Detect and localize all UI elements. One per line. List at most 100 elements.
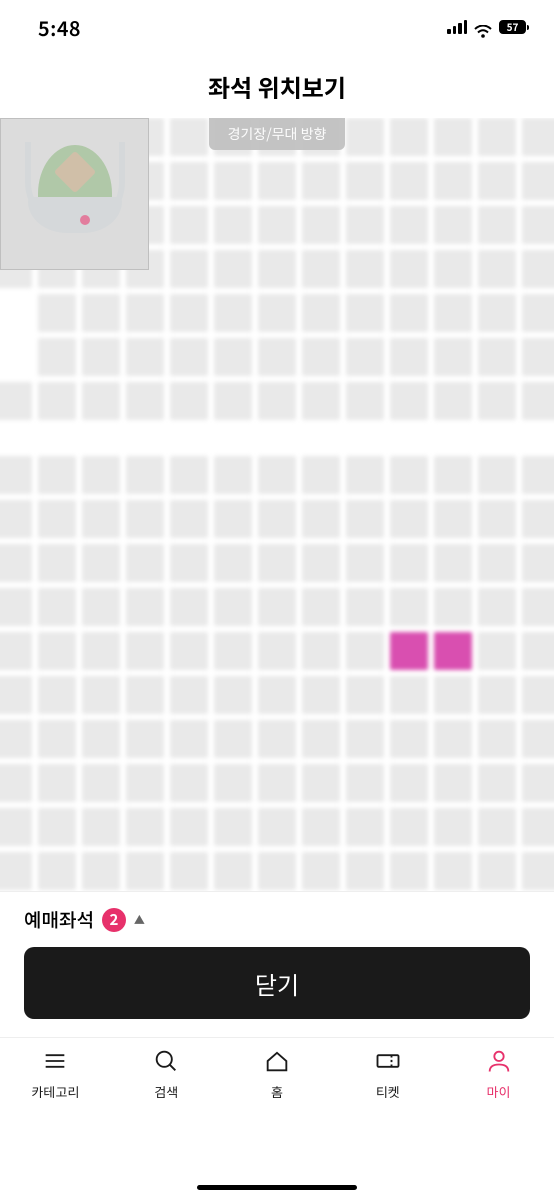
seat[interactable]	[214, 544, 252, 582]
tab-home[interactable]: 홈	[222, 1046, 333, 1137]
seat[interactable]	[522, 206, 554, 244]
seat[interactable]	[258, 500, 296, 538]
seat[interactable]	[390, 544, 428, 582]
seat[interactable]	[82, 588, 120, 626]
seat[interactable]	[302, 500, 340, 538]
seat[interactable]	[0, 294, 32, 332]
seat[interactable]	[170, 250, 208, 288]
seat[interactable]	[390, 162, 428, 200]
seat[interactable]	[258, 456, 296, 494]
seat[interactable]	[38, 588, 76, 626]
seat[interactable]	[0, 338, 32, 376]
seat[interactable]	[126, 588, 164, 626]
seat[interactable]	[170, 676, 208, 714]
seat[interactable]	[170, 720, 208, 758]
seat[interactable]	[38, 720, 76, 758]
seat[interactable]	[214, 294, 252, 332]
seat[interactable]	[82, 382, 120, 420]
seat[interactable]	[258, 544, 296, 582]
seat[interactable]	[478, 250, 516, 288]
seat[interactable]	[478, 382, 516, 420]
seat[interactable]	[82, 808, 120, 846]
seat[interactable]	[478, 808, 516, 846]
seat[interactable]	[346, 544, 384, 582]
seat[interactable]	[214, 676, 252, 714]
seat[interactable]	[478, 162, 516, 200]
seat[interactable]	[434, 676, 472, 714]
seat[interactable]	[478, 338, 516, 376]
seat[interactable]	[170, 500, 208, 538]
seat[interactable]	[302, 382, 340, 420]
seat[interactable]	[214, 720, 252, 758]
seat[interactable]	[390, 294, 428, 332]
seat[interactable]	[126, 382, 164, 420]
seat[interactable]	[346, 118, 384, 156]
seat[interactable]	[478, 294, 516, 332]
seat[interactable]	[214, 632, 252, 670]
seat[interactable]	[126, 632, 164, 670]
seat[interactable]	[258, 764, 296, 802]
seat[interactable]	[0, 588, 32, 626]
seat[interactable]	[434, 206, 472, 244]
seat[interactable]	[38, 852, 76, 890]
seat[interactable]	[434, 162, 472, 200]
seat[interactable]	[346, 456, 384, 494]
seat[interactable]	[434, 338, 472, 376]
seat[interactable]	[38, 294, 76, 332]
seat[interactable]	[346, 632, 384, 670]
seat[interactable]	[258, 294, 296, 332]
seat[interactable]	[302, 162, 340, 200]
seat[interactable]	[390, 588, 428, 626]
seat[interactable]	[0, 808, 32, 846]
seat[interactable]	[0, 720, 32, 758]
seat[interactable]	[170, 632, 208, 670]
seat[interactable]	[302, 294, 340, 332]
seat[interactable]	[0, 676, 32, 714]
seat[interactable]	[170, 118, 208, 156]
seat[interactable]	[302, 632, 340, 670]
seat[interactable]	[214, 162, 252, 200]
seat[interactable]	[346, 162, 384, 200]
seat[interactable]	[126, 720, 164, 758]
seat[interactable]	[434, 764, 472, 802]
seat[interactable]	[434, 720, 472, 758]
seat[interactable]	[346, 852, 384, 890]
seat[interactable]	[522, 118, 554, 156]
seat[interactable]	[522, 544, 554, 582]
seat[interactable]	[0, 500, 32, 538]
seat[interactable]	[82, 632, 120, 670]
seat[interactable]	[38, 676, 76, 714]
seat[interactable]	[390, 250, 428, 288]
seat[interactable]	[170, 162, 208, 200]
seat[interactable]	[82, 500, 120, 538]
seat[interactable]	[390, 456, 428, 494]
seat[interactable]	[214, 338, 252, 376]
seat[interactable]	[38, 764, 76, 802]
seat[interactable]	[478, 206, 516, 244]
minimap[interactable]	[0, 118, 149, 270]
seat[interactable]	[0, 764, 32, 802]
seat[interactable]	[302, 720, 340, 758]
seat[interactable]	[258, 382, 296, 420]
seat[interactable]	[390, 500, 428, 538]
seat[interactable]	[170, 764, 208, 802]
seat[interactable]	[434, 294, 472, 332]
seat[interactable]	[258, 206, 296, 244]
seat[interactable]	[214, 808, 252, 846]
close-button[interactable]: 닫기	[24, 947, 530, 1019]
seat[interactable]	[346, 338, 384, 376]
seat[interactable]	[434, 544, 472, 582]
seat[interactable]	[390, 206, 428, 244]
seat[interactable]	[522, 456, 554, 494]
seat[interactable]	[82, 852, 120, 890]
seat[interactable]	[126, 294, 164, 332]
seat[interactable]	[170, 456, 208, 494]
seat[interactable]	[170, 206, 208, 244]
seat[interactable]	[214, 382, 252, 420]
seat[interactable]	[390, 852, 428, 890]
seat[interactable]	[0, 456, 32, 494]
seat[interactable]	[522, 676, 554, 714]
seat[interactable]	[302, 676, 340, 714]
seat[interactable]	[126, 544, 164, 582]
seat[interactable]	[390, 720, 428, 758]
